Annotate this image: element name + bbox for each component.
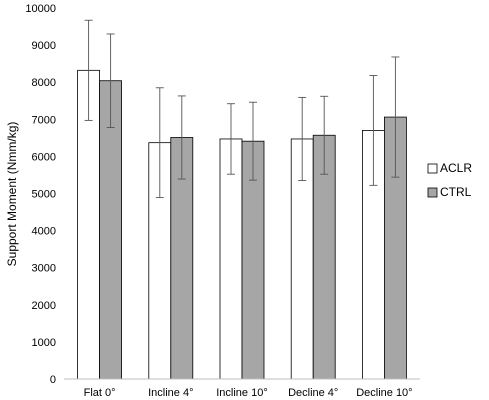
y-tick-label: 9000: [32, 40, 56, 52]
x-tick-label: Incline 10°: [216, 387, 268, 399]
x-tick-label: Incline 4°: [148, 387, 193, 399]
y-tick-label: 0: [50, 374, 56, 386]
x-tick-label: Decline 10°: [356, 387, 412, 399]
x-tick-label: Decline 4°: [288, 387, 338, 399]
y-axis-title: Support Moment (Nmm/kg): [5, 122, 19, 267]
y-tick-label: 5000: [32, 189, 56, 201]
bars: [77, 19, 407, 380]
y-tick-label: 6000: [32, 151, 56, 163]
y-tick-label: 10000: [25, 3, 56, 15]
bar-aclr: [219, 138, 243, 380]
legend-swatch-ctrl: [427, 187, 438, 198]
legend: ACLR CTRL: [427, 161, 472, 199]
y-tick-label: 8000: [32, 77, 56, 89]
y-tick-label: 4000: [32, 226, 56, 238]
y-tick-label: 3000: [32, 263, 56, 275]
legend-label-ctrl: CTRL: [440, 185, 472, 199]
x-tick-label: Flat 0°: [84, 387, 116, 399]
x-axis-ticks: Flat 0° Incline 4° Incline 10° Decline 4° De…: [84, 387, 413, 399]
y-tick-label: 1000: [32, 337, 56, 349]
y-tick-label: 7000: [32, 114, 56, 126]
legend-swatch-aclr: [427, 163, 438, 174]
y-axis-ticks: 0 1000 2000 3000 4000 5000 6000 7000 8000 9000 100…: [25, 3, 56, 386]
legend-label-aclr: ACLR: [440, 161, 472, 175]
y-tick-label: 2000: [32, 300, 56, 312]
